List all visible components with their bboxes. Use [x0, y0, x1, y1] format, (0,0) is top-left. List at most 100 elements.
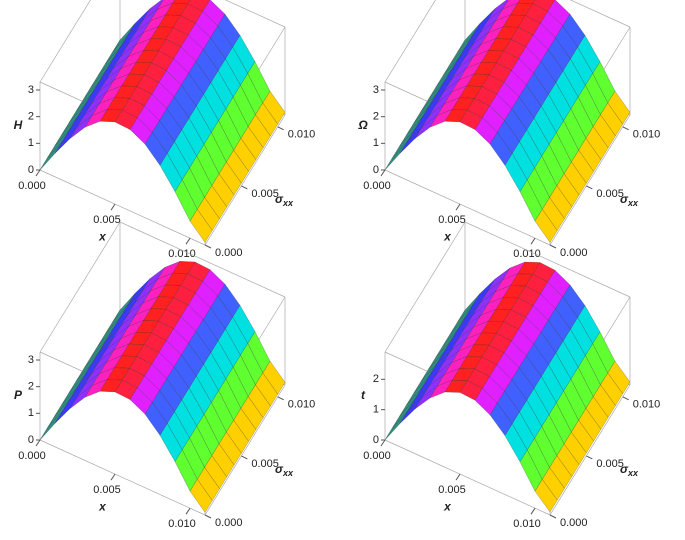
y-tick-label: 0.000 [215, 247, 243, 259]
x-tick [110, 203, 116, 211]
y-tick-label: 0.000 [215, 517, 243, 529]
z-tick-label: 0 [28, 434, 34, 446]
surface-plot: 0.000 0.005 0.010 0.000 0.005 0.010 0 1 2 3 x σxx Ω [357, 0, 660, 260]
x-tick-label: 0.010 [513, 518, 541, 530]
y-tick [549, 244, 557, 249]
y-axis-label-main: σ [275, 192, 284, 206]
surface-patch [392, 399, 415, 429]
x-tick [530, 507, 536, 515]
z-tick-label: 3 [28, 354, 34, 366]
x-tick-label: 0.000 [363, 180, 391, 192]
surface-patch [189, 208, 213, 243]
surface-patch [47, 399, 70, 429]
x-tick [185, 507, 191, 515]
y-axis-label-main: σ [620, 462, 629, 476]
box-edge [549, 114, 631, 246]
box-edge [204, 114, 286, 246]
x-tick-label: 0.005 [438, 214, 466, 226]
z-tick-label: 0 [373, 434, 379, 446]
surface-plot: 0.000 0.005 0.010 0.000 0.005 0.010 0 1 2 3 x σxx P [14, 221, 316, 530]
box-edge [569, 0, 631, 28]
box-edge [464, 221, 631, 298]
x-tick [530, 237, 536, 245]
x-axis-label: x [443, 230, 452, 244]
x-axis-label: x [98, 230, 107, 244]
z-tick-label: 3 [28, 84, 34, 96]
x-tick [185, 237, 191, 245]
box-edge [384, 169, 551, 246]
y-tick [549, 514, 557, 519]
x-tick [455, 473, 461, 481]
surface-patch [39, 411, 63, 441]
surface-patch [384, 141, 408, 171]
x-axis-label: x [98, 500, 107, 514]
box-edge [39, 169, 206, 246]
y-tick-label: 0.010 [633, 129, 661, 141]
surface-patch [534, 208, 558, 243]
y-axis-label-main: σ [620, 192, 629, 206]
box-edge [549, 384, 631, 516]
surface-patch [39, 141, 63, 171]
y-tick [204, 514, 212, 519]
y-tick-label: 0.010 [288, 129, 316, 141]
y-tick-label: 0.005 [596, 458, 624, 470]
y-tick-label: 0.005 [251, 188, 279, 200]
x-tick [35, 169, 41, 177]
z-tick-label: 2 [373, 111, 379, 123]
surface-plot: 0.000 0.005 0.010 0.000 0.005 0.010 0 1 2 x σxx t [361, 221, 661, 530]
x-tick-label: 0.005 [93, 214, 121, 226]
x-tick-label: 0.010 [513, 248, 541, 260]
z-tick-label: 1 [28, 137, 34, 149]
box-edge [39, 439, 206, 516]
y-axis-label-sub: xx [282, 198, 294, 208]
z-axis-label: t [361, 388, 366, 402]
z-tick-label: 1 [373, 404, 379, 416]
x-tick-label: 0.005 [93, 484, 121, 496]
x-tick-label: 0.005 [438, 484, 466, 496]
y-axis-label: σxx [620, 462, 639, 478]
y-tick-label: 0.010 [288, 399, 316, 411]
box-edge [224, 0, 286, 28]
y-tick-label: 0.005 [251, 458, 279, 470]
z-tick-label: 3 [373, 84, 379, 96]
y-tick [204, 244, 212, 249]
box-edge [384, 439, 551, 516]
y-axis-label-sub: xx [282, 468, 294, 478]
surface-patch [392, 129, 415, 159]
z-tick-label: 2 [28, 381, 34, 393]
z-tick-label: 0 [373, 164, 379, 176]
x-tick [110, 473, 116, 481]
z-axis-label: H [14, 118, 23, 132]
y-tick [622, 126, 629, 131]
box-edge [384, 0, 436, 83]
x-tick [35, 439, 41, 447]
surface-plot: 0.000 0.005 0.010 0.000 0.005 0.010 0 1 2 3 x σxx H [14, 0, 316, 260]
y-axis-label: σxx [620, 192, 639, 208]
z-axis-label: Ω [357, 118, 368, 132]
y-tick-label: 0.005 [596, 188, 624, 200]
surface-patch [47, 129, 70, 159]
x-tick-label: 0.000 [18, 450, 46, 462]
y-tick [241, 185, 248, 190]
surface-patch [384, 411, 408, 441]
x-tick-label: 0.000 [363, 450, 391, 462]
x-tick-label: 0.010 [168, 518, 196, 530]
box-edge [39, 221, 121, 353]
z-tick-label: 1 [373, 137, 379, 149]
box-edge [39, 0, 91, 83]
y-axis-label-sub: xx [627, 198, 639, 208]
surface-patch [534, 479, 558, 513]
y-tick [277, 396, 284, 401]
z-tick-label: 0 [28, 164, 34, 176]
y-tick [586, 185, 593, 190]
y-tick-label: 0.010 [633, 399, 661, 411]
y-tick-label: 0.000 [560, 247, 588, 259]
z-axis-label: P [14, 388, 23, 402]
y-tick [586, 455, 593, 460]
y-tick [241, 455, 248, 460]
y-tick [622, 396, 629, 401]
box-edge [119, 221, 286, 298]
surface-patch [189, 478, 213, 513]
y-axis-label: σxx [275, 462, 294, 478]
